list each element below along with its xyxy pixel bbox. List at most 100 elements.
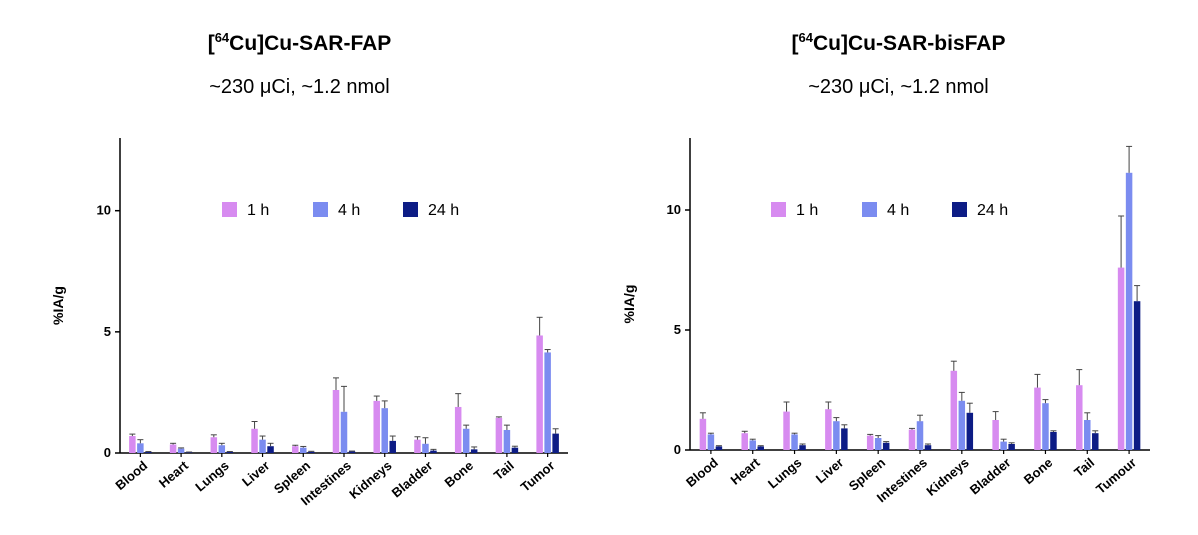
x-tick-label: Lungs — [765, 455, 805, 492]
bar-4h-blood — [137, 443, 144, 453]
bar-4h-liver — [259, 439, 266, 453]
legend-label: 1 h — [247, 202, 269, 219]
bar-4h-bladder — [1000, 441, 1007, 450]
bar-1h-heart — [741, 433, 748, 450]
x-tick-label: Bone — [442, 458, 477, 490]
bar-4h-liver — [833, 421, 840, 450]
bar-1h-intestines — [332, 390, 340, 453]
legend-label: 4 h — [338, 202, 360, 219]
bar-24h-liver — [841, 428, 848, 450]
x-tick-label: Liver — [813, 455, 846, 486]
y-tick-label: 0 — [674, 442, 681, 457]
x-tick-label: Tail — [491, 458, 517, 483]
x-tick-label: Kidneys — [923, 455, 971, 499]
bar-1h-liver — [251, 428, 258, 453]
bar-1h-bone — [1034, 387, 1041, 450]
bar-1h-tumour — [1117, 267, 1125, 450]
x-tick-label: Liver — [239, 458, 272, 489]
x-tick-label: Heart — [156, 457, 192, 490]
bar-24h-heart — [185, 452, 193, 453]
bar-1h-tail — [495, 417, 503, 453]
y-tick-label: 5 — [674, 322, 681, 337]
bar-1h-blood — [129, 436, 136, 453]
bar-24h-tail — [511, 447, 519, 453]
bar-4h-bone — [1042, 403, 1049, 450]
bar-1h-spleen — [292, 446, 299, 453]
x-tick-label: Lungs — [192, 458, 232, 495]
bar-1h-tail — [1076, 385, 1083, 450]
y-tick-label: 10 — [667, 202, 681, 217]
bar-24h-heart — [757, 446, 764, 450]
panel-sar-bisfap: [64Cu]Cu-SAR-bisFAP ~230 μCi, ~1.2 nmol … — [599, 0, 1198, 535]
y-tick-label: 0 — [104, 445, 111, 460]
legend-label: 1 h — [796, 202, 818, 219]
chart-title: [64Cu]Cu-SAR-bisFAP — [791, 30, 1006, 55]
y-tick-label: 10 — [97, 203, 111, 218]
y-axis-label: %IA/g — [50, 286, 66, 325]
bar-4h-tumor — [544, 352, 551, 453]
bar-24h-lungs — [799, 445, 806, 450]
bar-4h-tail — [503, 429, 511, 453]
bar-1h-kidneys — [373, 400, 380, 453]
bar-4h-tail — [1084, 420, 1091, 450]
bar-24h-liver — [267, 446, 274, 453]
x-tick-label: Bladder — [967, 455, 1014, 498]
x-tick-label: Tail — [1071, 455, 1097, 480]
bar-4h-intestines — [916, 421, 924, 450]
bar-4h-heart — [749, 440, 756, 450]
bar-24h-bone — [470, 449, 478, 453]
legend-swatch-24h — [952, 202, 967, 217]
bar-1h-blood — [699, 418, 707, 450]
x-tick-label: Bladder — [389, 458, 436, 501]
chart-subtitle: ~230 μCi, ~1.2 nmol — [808, 76, 989, 98]
x-tick-label: Tumour — [1093, 455, 1139, 497]
bar-4h-heart — [177, 448, 185, 453]
bar-1h-spleen — [866, 435, 874, 450]
bar-1h-bladder — [414, 439, 421, 453]
bar-1h-tumor — [536, 335, 543, 453]
bar-4h-spleen — [300, 447, 307, 453]
x-tick-label: Blood — [683, 455, 721, 490]
bar-4h-blood — [707, 434, 715, 450]
legend-label: 24 h — [428, 202, 459, 219]
bar-1h-liver — [825, 409, 832, 450]
x-tick-label: Bone — [1021, 455, 1056, 487]
x-tick-label: Blood — [112, 458, 150, 493]
x-tick-label: Heart — [728, 454, 764, 487]
bar-24h-kidneys — [966, 412, 974, 450]
bar-1h-intestines — [908, 429, 916, 450]
y-tick-label: 5 — [104, 324, 111, 339]
bar-1h-heart — [169, 444, 177, 453]
legend-label: 24 h — [977, 202, 1008, 219]
bar-4h-kidneys — [958, 400, 966, 450]
bar-24h-blood — [715, 446, 723, 450]
legend-swatch-4h — [862, 202, 877, 217]
bar-24h-bladder — [1008, 444, 1015, 450]
bar-4h-lungs — [218, 445, 226, 453]
legend-swatch-1h — [222, 202, 237, 217]
bar-1h-bladder — [992, 420, 999, 450]
bar-4h-spleen — [874, 438, 882, 450]
bar-24h-bone — [1050, 432, 1057, 450]
chart-title: [64Cu]Cu-SAR-FAP — [207, 30, 392, 55]
bar-24h-lungs — [226, 451, 234, 453]
bar-4h-lungs — [791, 434, 798, 450]
legend-swatch-1h — [771, 202, 786, 217]
bar-24h-intestines — [348, 451, 356, 453]
bar-24h-blood — [145, 452, 152, 453]
bar-4h-intestines — [340, 411, 348, 453]
bar-1h-lungs — [210, 437, 218, 453]
bar-24h-bladder — [430, 450, 437, 453]
bar-4h-kidneys — [381, 408, 388, 453]
bar-24h-intestines — [924, 445, 932, 450]
y-axis-label: %IA/g — [621, 285, 637, 324]
legend-swatch-4h — [313, 202, 328, 217]
bar-24h-tumour — [1133, 301, 1141, 450]
bar-24h-spleen — [882, 442, 890, 450]
legend-swatch-24h — [403, 202, 418, 217]
bar-4h-bladder — [422, 443, 429, 453]
x-tick-label: Tumor — [518, 458, 558, 495]
bar-4h-tumour — [1125, 172, 1133, 451]
